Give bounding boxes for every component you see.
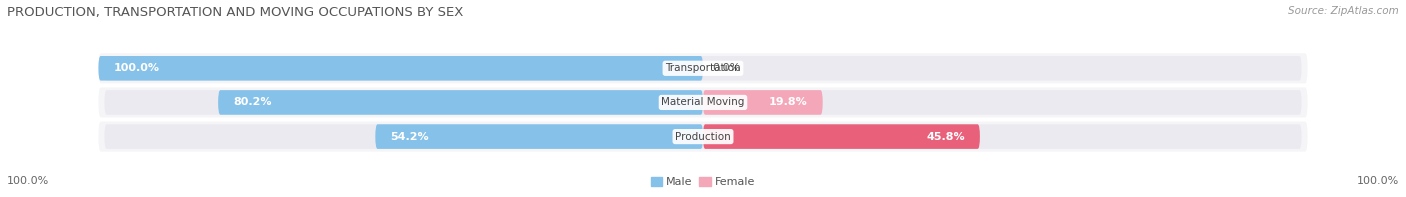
- Text: 100.0%: 100.0%: [7, 176, 49, 186]
- Legend: Male, Female: Male, Female: [647, 172, 759, 191]
- Text: Production: Production: [675, 132, 731, 142]
- Text: 45.8%: 45.8%: [927, 132, 965, 142]
- Text: 0.0%: 0.0%: [711, 63, 741, 73]
- Text: PRODUCTION, TRANSPORTATION AND MOVING OCCUPATIONS BY SEX: PRODUCTION, TRANSPORTATION AND MOVING OC…: [7, 6, 464, 19]
- Text: Transportation: Transportation: [665, 63, 741, 73]
- Text: Material Moving: Material Moving: [661, 98, 745, 107]
- Text: 19.8%: 19.8%: [769, 98, 807, 107]
- Text: 54.2%: 54.2%: [391, 132, 429, 142]
- FancyBboxPatch shape: [218, 90, 703, 115]
- FancyBboxPatch shape: [703, 124, 980, 149]
- FancyBboxPatch shape: [104, 90, 1302, 115]
- FancyBboxPatch shape: [98, 87, 1308, 117]
- FancyBboxPatch shape: [375, 124, 703, 149]
- FancyBboxPatch shape: [703, 90, 823, 115]
- Text: 100.0%: 100.0%: [1357, 176, 1399, 186]
- FancyBboxPatch shape: [98, 53, 1308, 83]
- Text: 100.0%: 100.0%: [114, 63, 159, 73]
- Text: Source: ZipAtlas.com: Source: ZipAtlas.com: [1288, 6, 1399, 16]
- FancyBboxPatch shape: [104, 124, 1302, 149]
- FancyBboxPatch shape: [104, 56, 1302, 81]
- Text: 80.2%: 80.2%: [233, 98, 271, 107]
- FancyBboxPatch shape: [98, 122, 1308, 152]
- FancyBboxPatch shape: [98, 56, 703, 81]
